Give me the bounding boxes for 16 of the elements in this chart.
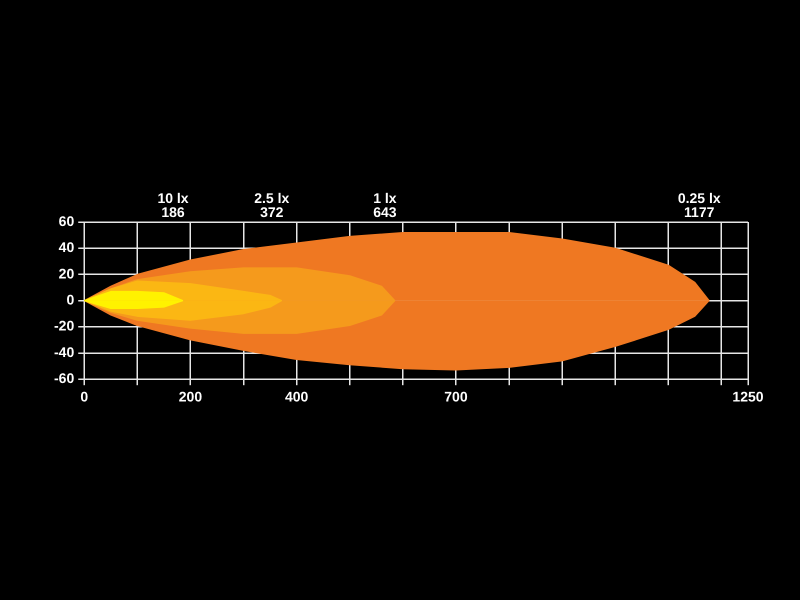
y-tick-label: 60 (58, 212, 74, 229)
x-tick-label: 700 (444, 388, 468, 404)
x-tick-label: 0 (80, 388, 88, 404)
y-tick-label: -20 (54, 318, 74, 334)
y-tick-label: 20 (58, 265, 74, 282)
x-tick-label: 1250 (732, 388, 764, 404)
text: 1 lx 643 (373, 190, 397, 220)
y-tick-label: -40 (54, 344, 74, 360)
text: 0.25 lx 1177 (678, 190, 721, 220)
y-tick-label: 0 (66, 291, 74, 308)
y-tick-label: 40 (58, 239, 74, 256)
x-tick-label: 200 (178, 388, 202, 404)
y-tick-label: -60 (54, 370, 74, 386)
text: 2.5 lx 372 (254, 190, 290, 220)
x-tick-label: 400 (284, 388, 309, 404)
text: 10 lx 186 (157, 190, 189, 220)
